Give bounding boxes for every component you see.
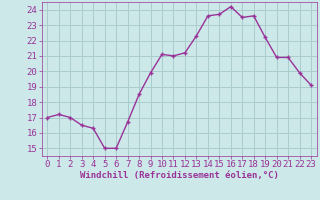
X-axis label: Windchill (Refroidissement éolien,°C): Windchill (Refroidissement éolien,°C) (80, 171, 279, 180)
